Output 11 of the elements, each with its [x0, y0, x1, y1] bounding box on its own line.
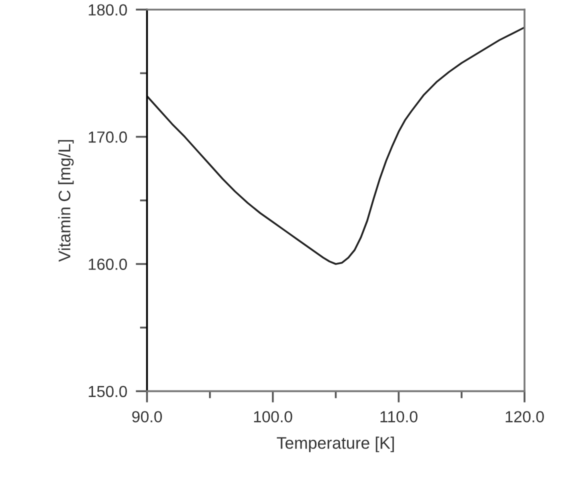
y-tick-label: 180.0	[88, 4, 127, 16]
y-tick-label: 170.0	[88, 131, 127, 143]
y-axis-title: Vitamin C [mg/L]	[58, 140, 74, 262]
line-series	[147, 26, 525, 265]
x-tick-label: 100.0	[254, 411, 292, 422]
x-tick-label: 120.0	[506, 411, 544, 422]
x-tick-label: 110.0	[380, 411, 418, 422]
y-tick-label: 160.0	[88, 258, 127, 270]
y-tick-label: 150.0	[88, 386, 127, 398]
x-tick-label: 90.0	[132, 411, 162, 422]
x-axis-title: Temperature [K]	[276, 436, 394, 452]
